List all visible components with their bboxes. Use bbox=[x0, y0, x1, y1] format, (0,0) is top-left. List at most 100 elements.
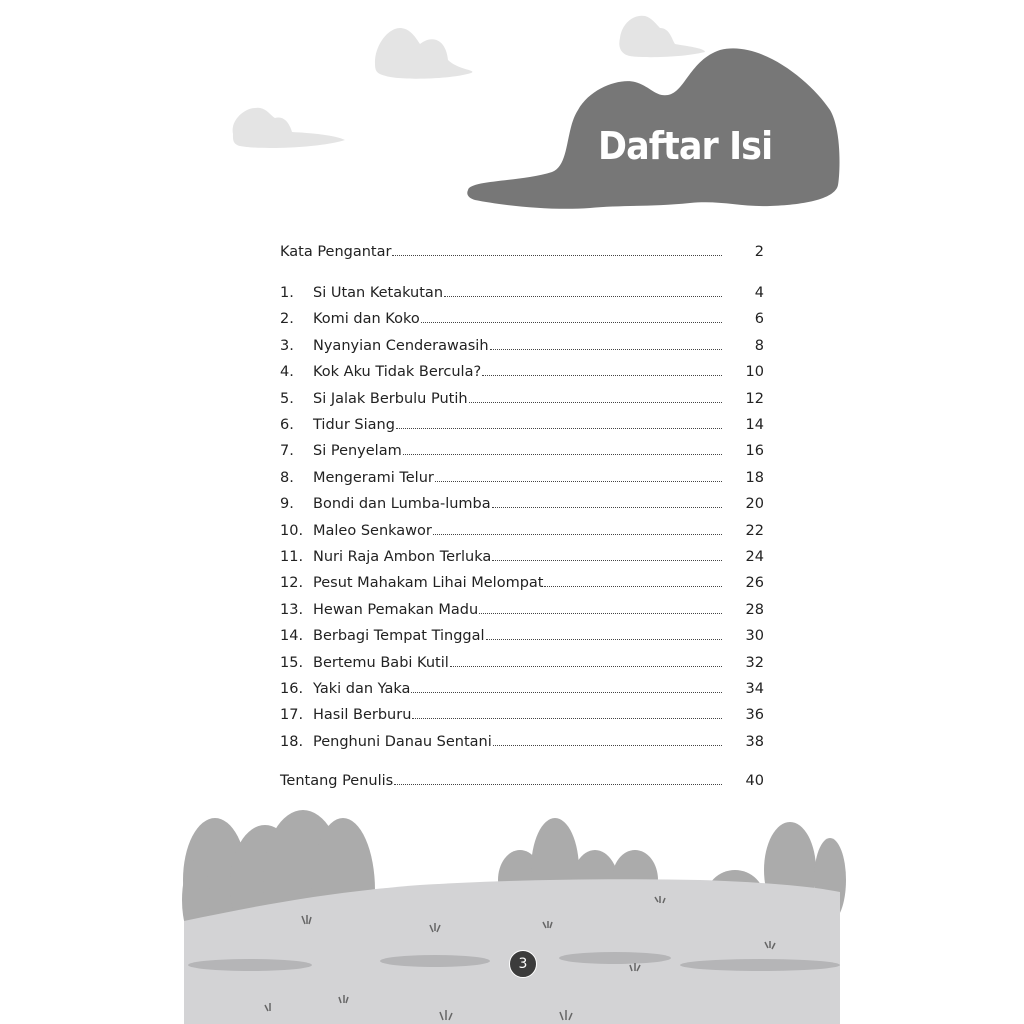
toc-entry-label: Mengerami Telur bbox=[313, 469, 434, 486]
toc-entry-page: 12 bbox=[745, 390, 764, 407]
toc-entry[interactable]: 14. Berbagi Tempat Tinggal 30 bbox=[280, 627, 764, 647]
dot-leader bbox=[544, 574, 722, 588]
toc-entry-back[interactable]: Tentang Penulis 40 bbox=[280, 772, 764, 792]
dot-leader bbox=[394, 772, 722, 785]
toc-entry-number: 7. bbox=[280, 443, 294, 460]
toc-entry-page: 6 bbox=[754, 311, 764, 328]
toc-entry-label: Nyanyian Cenderawasih bbox=[313, 337, 489, 354]
toc-entry-front[interactable]: Kata Pengantar 2 bbox=[280, 243, 764, 263]
toc-entry-number: 1. bbox=[280, 285, 294, 301]
toc-entry-number: 10. bbox=[280, 522, 304, 539]
dot-leader bbox=[492, 733, 722, 746]
toc-entry-number: 8. bbox=[280, 469, 294, 486]
toc-entry-page: 24 bbox=[745, 549, 764, 565]
toc-entry-label: Si Utan Ketakutan bbox=[313, 285, 444, 301]
toc-entry-page: 16 bbox=[745, 443, 764, 460]
toc-entry[interactable]: 9. Bondi dan Lumba-lumba 20 bbox=[280, 495, 764, 515]
dot-leader bbox=[402, 442, 722, 456]
stepping-pads bbox=[188, 952, 840, 971]
toc-entry-number: 2. bbox=[280, 311, 294, 328]
toc-entry[interactable]: 18. Penghuni Danau Sentani 38 bbox=[280, 733, 764, 753]
page-number-badge: 3 bbox=[509, 950, 537, 978]
toc-entry-label: Tidur Siang bbox=[313, 417, 395, 433]
toc-entry-page: 34 bbox=[745, 681, 764, 697]
dot-leader bbox=[491, 495, 722, 509]
toc-entry-page: 18 bbox=[745, 469, 764, 486]
dot-leader bbox=[395, 416, 722, 429]
toc-entry-label: Hewan Pemakan Madu bbox=[313, 601, 479, 618]
dot-leader bbox=[411, 680, 722, 693]
toc-entry-number: 14. bbox=[280, 628, 304, 645]
toc-entry-page: 40 bbox=[745, 773, 764, 789]
dot-leader bbox=[392, 243, 722, 256]
toc-entry[interactable]: 5. Si Jalak Berbulu Putih 12 bbox=[280, 390, 764, 410]
toc-entry-label: Hasil Berburu bbox=[313, 707, 412, 724]
toc-entry-page: 8 bbox=[754, 337, 764, 354]
toc-entry[interactable]: 13. Hewan Pemakan Madu 28 bbox=[280, 601, 764, 621]
toc-entry-page: 22 bbox=[745, 522, 764, 539]
page-title: Daftar Isi bbox=[598, 124, 773, 168]
toc-entry-number: 11. bbox=[280, 549, 304, 565]
toc-entry[interactable]: 4. Kok Aku Tidak Bercula? 10 bbox=[280, 363, 764, 383]
toc-entry-number: 16. bbox=[280, 681, 304, 697]
toc-entry-label: Komi dan Koko bbox=[313, 311, 420, 328]
ground bbox=[184, 879, 840, 1024]
toc-entry-label: Si Jalak Berbulu Putih bbox=[313, 390, 468, 407]
toc-entry-label: Penghuni Danau Sentani bbox=[313, 733, 492, 750]
toc-entry-number: 4. bbox=[280, 364, 294, 381]
dot-leader bbox=[485, 627, 722, 641]
toc-entry[interactable]: 6. Tidur Siang 14 bbox=[280, 416, 764, 436]
toc-entry-page: 36 bbox=[745, 707, 764, 724]
toc-entry-label: Si Penyelam bbox=[313, 443, 402, 460]
cloud-illustration bbox=[232, 15, 705, 148]
title-blob bbox=[467, 48, 840, 209]
toc-entry[interactable]: 12. Pesut Mahakam Lihai Melompat 26 bbox=[280, 574, 764, 594]
toc-entry[interactable]: 16. Yaki dan Yaka 34 bbox=[280, 680, 764, 700]
dot-leader bbox=[489, 337, 722, 350]
toc-entry-label: Tentang Penulis bbox=[280, 773, 394, 789]
toc-entry-number: 12. bbox=[280, 575, 304, 592]
toc-entry-number: 18. bbox=[280, 733, 304, 750]
toc-entry-label: Kata Pengantar bbox=[280, 244, 392, 260]
toc-entry-number: 5. bbox=[280, 390, 294, 407]
dot-leader bbox=[444, 284, 722, 297]
toc-entry-page: 26 bbox=[745, 575, 764, 592]
toc-entry[interactable]: 15. Bertemu Babi Kutil 32 bbox=[280, 654, 764, 674]
toc-entry-label: Yaki dan Yaka bbox=[313, 681, 411, 697]
toc-entry-page: 2 bbox=[754, 244, 764, 260]
toc-entry[interactable]: 11. Nuri Raja Ambon Terluka 24 bbox=[280, 548, 764, 568]
dot-leader bbox=[449, 654, 722, 667]
toc-entry[interactable]: 7. Si Penyelam 16 bbox=[280, 442, 764, 462]
toc-entry-number: 3. bbox=[280, 337, 294, 354]
toc-entry-label: Bertemu Babi Kutil bbox=[313, 654, 449, 671]
dot-leader bbox=[468, 390, 722, 403]
toc-entry-page: 30 bbox=[745, 628, 764, 645]
toc-entry-label: Pesut Mahakam Lihai Melompat bbox=[313, 575, 544, 592]
toc-entry[interactable]: 2. Komi dan Koko 6 bbox=[280, 310, 764, 330]
toc-entry-page: 10 bbox=[745, 364, 764, 381]
toc-entry-label: Berbagi Tempat Tinggal bbox=[313, 628, 485, 645]
toc-entry[interactable]: 3. Nyanyian Cenderawasih 8 bbox=[280, 337, 764, 357]
toc-entry-number: 9. bbox=[280, 496, 294, 513]
toc-entry-label: Kok Aku Tidak Bercula? bbox=[313, 364, 482, 381]
toc-entry[interactable]: 1. Si Utan Ketakutan 4 bbox=[280, 284, 764, 304]
dot-leader bbox=[434, 469, 722, 482]
toc-entry-page: 20 bbox=[745, 496, 764, 513]
toc-entry-number: 6. bbox=[280, 417, 294, 433]
dot-leader bbox=[492, 548, 722, 561]
grass-tufts bbox=[264, 896, 776, 1021]
dot-leader bbox=[479, 601, 722, 614]
toc-entry[interactable]: 8. Mengerami Telur 18 bbox=[280, 469, 764, 489]
toc-entry-page: 14 bbox=[745, 417, 764, 433]
dot-leader bbox=[482, 363, 722, 377]
toc-entry-number: 15. bbox=[280, 654, 304, 671]
dot-leader bbox=[412, 706, 722, 720]
toc-entry-label: Nuri Raja Ambon Terluka bbox=[313, 549, 492, 565]
toc-entry[interactable]: 17. Hasil Berburu 36 bbox=[280, 706, 764, 726]
toc-entry-page: 38 bbox=[745, 733, 764, 750]
toc-entry[interactable]: 10. Maleo Senkawor 22 bbox=[280, 522, 764, 542]
dot-leader bbox=[420, 310, 722, 324]
toc-entry-number: 13. bbox=[280, 601, 304, 618]
toc-entry-label: Bondi dan Lumba-lumba bbox=[313, 496, 491, 513]
